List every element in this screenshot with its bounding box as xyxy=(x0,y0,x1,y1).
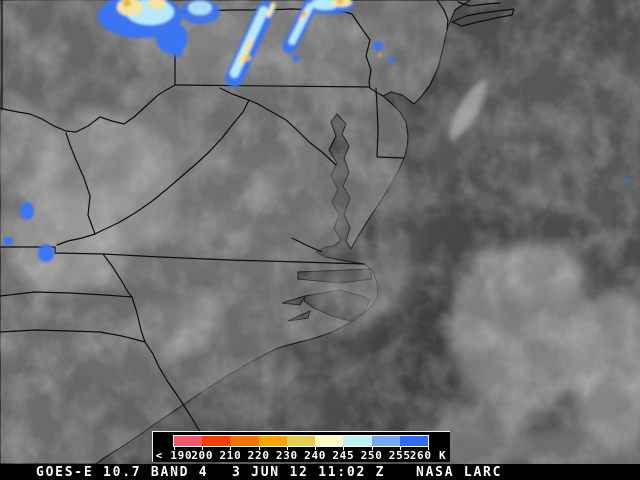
colorbar-label: 200 xyxy=(191,449,214,462)
colorbar-tick xyxy=(315,446,317,450)
colorbar-label: 210 xyxy=(219,449,242,462)
colorbar-segment xyxy=(174,436,203,446)
enhancement-clouds xyxy=(3,0,628,262)
colorbar-label: 250 xyxy=(360,449,383,462)
colorbar-label: 220 xyxy=(247,449,270,462)
status-bar: GOES-E 10.7 BAND 4 3 JUN 12 11:02 Z NASA… xyxy=(0,464,640,480)
colorbar-label: 230 xyxy=(275,449,298,462)
colorbar-label: 260 K xyxy=(409,449,447,462)
timestamp-label: 3 JUN 12 11:02 Z xyxy=(232,465,386,480)
texture-dark xyxy=(0,0,640,464)
colorbar-tick xyxy=(174,446,175,450)
colorbar-segment xyxy=(202,436,231,446)
colorbar-segment xyxy=(315,436,344,446)
colorbar-segment xyxy=(399,436,428,446)
colorbar-segment xyxy=(258,436,287,446)
colorbar-segment xyxy=(230,436,259,446)
colorbar-label: 240 xyxy=(304,449,327,462)
satellite-ir-image xyxy=(0,0,640,464)
colorbar-tick xyxy=(343,446,345,450)
colorbar-label: 245 xyxy=(332,449,355,462)
colorbar-segment xyxy=(371,436,400,446)
colorbar-segment xyxy=(343,436,372,446)
colorbar-tick xyxy=(399,446,401,450)
colorbar-label: 255 xyxy=(388,449,411,462)
colorbar-tick xyxy=(371,446,373,450)
colorbar-tick xyxy=(202,446,204,450)
colorbar-tick xyxy=(258,446,260,450)
colorbar-label: < 190 xyxy=(155,449,193,462)
colorbar-tick xyxy=(286,446,288,450)
product-label: GOES-E 10.7 BAND 4 xyxy=(36,465,209,480)
colorbar-tick xyxy=(230,446,232,450)
colorbar-strip xyxy=(173,435,429,447)
colorbar-segment xyxy=(286,436,316,446)
colorbar-legend: < 190 200 210 220 230 240 245 250 255 260 K xyxy=(152,431,450,462)
colorbar-tick xyxy=(428,446,429,450)
credit-label: NASA LARC xyxy=(416,465,503,480)
